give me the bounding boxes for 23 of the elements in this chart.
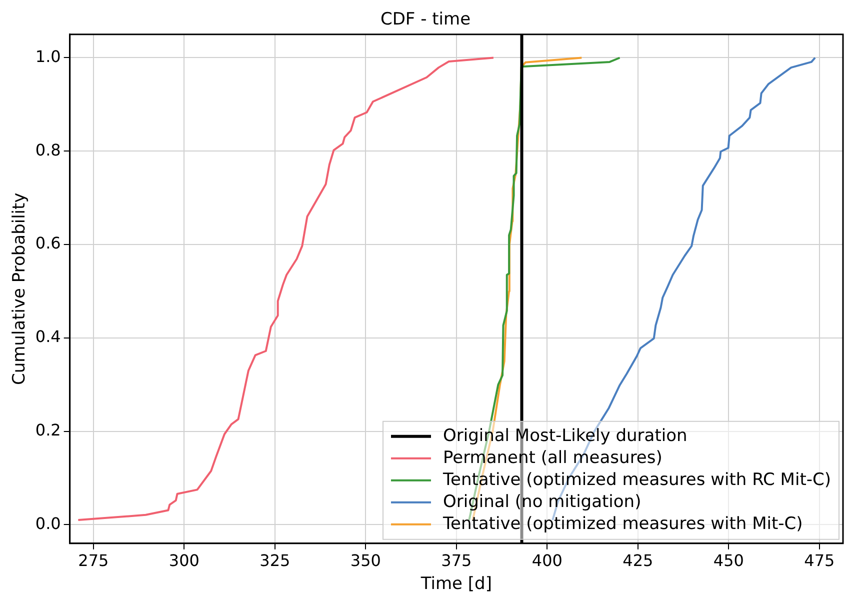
y-tick-label: 0.6 (35, 234, 61, 253)
x-tick-label: 450 (713, 551, 744, 570)
y-tick-label: 0.8 (35, 140, 61, 160)
x-tick-label: 400 (532, 551, 562, 570)
x-tick-label: 425 (622, 551, 654, 570)
legend-label: Tentative (optimized measures with RC Mit-C) (442, 470, 832, 490)
y-tick-label: 0.2 (35, 420, 61, 440)
legend-label: Permanent (all measures) (442, 448, 662, 468)
chart-title: CDF - time (380, 10, 471, 30)
x-tick-label: 350 (350, 551, 381, 570)
x-tick-label: 375 (441, 551, 472, 570)
y-tick-label: 0.0 (35, 514, 61, 533)
legend-label: Original (no mitigation) (442, 492, 642, 512)
legend-label: Tentative (optimized measures with Mit-C) (442, 514, 803, 534)
x-axis-title: Time [d] (420, 574, 492, 594)
x-tick-label: 475 (804, 551, 835, 570)
ref-line-label: Original Most-Likely duration (442, 426, 688, 446)
y-axis-title: Cumulative Probability (10, 192, 30, 386)
x-tick-label: 300 (168, 551, 200, 570)
y-tick-label: 1.0 (35, 46, 61, 66)
x-tick-label: 275 (78, 551, 109, 570)
y-tick-label: 0.4 (35, 327, 61, 346)
x-tick-label: 325 (260, 551, 290, 570)
